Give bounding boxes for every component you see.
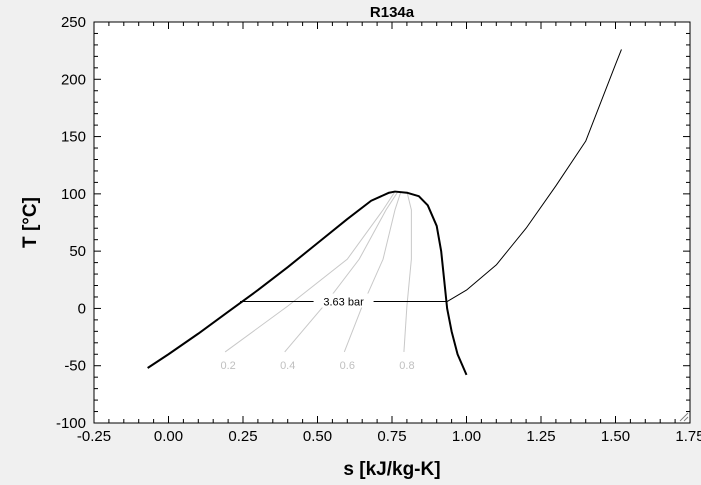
axis-ticks [93,21,691,424]
isobar-line [240,49,622,303]
quality-label: 0.6 [340,360,355,372]
y-tick-label: 100 [61,186,86,203]
quality-label: 0.4 [280,360,295,372]
y-tick-label: -50 [64,358,86,375]
x-tick-label: 0.75 [377,428,406,445]
x-tick-label: 0.50 [303,428,332,445]
resize-grip-icon[interactable] [679,412,689,422]
x-tick-label: 1.50 [601,428,630,445]
chart-title: R134a [370,4,415,21]
quality-label: 0.8 [399,360,414,372]
y-axis-title: T [°C] [20,197,41,248]
x-tick-label: 1.00 [452,428,481,445]
quality-line-0.8 [403,191,412,352]
grip-stroke [683,416,689,422]
y-tick-label: 50 [69,243,86,260]
grip-stroke [679,412,689,422]
quality-line-0.4 [284,191,399,353]
y-tick-label: 0 [78,300,86,317]
isobar-label-bg [313,293,374,308]
isobar-label: 3.63 bar [323,297,364,309]
series-lines [147,49,622,376]
quality-lines [224,191,412,353]
x-axis-title: s [kJ/kg-K] [343,459,440,480]
quality-label: 0.2 [220,360,235,372]
isobar-label-group: 3.63 bar [313,293,374,309]
x-tick-label: 1.25 [526,428,555,445]
y-tick-label: 250 [61,14,86,31]
x-tick-label: -0.25 [77,428,111,445]
quality-line-0.6 [343,191,402,353]
axis-tick-labels: -0.25 0.00 0.25 0.50 0.75 1.00 1.25 1.50 1.75 -10… [56,14,701,445]
y-tick-label: 150 [61,129,86,146]
y-tick-label: 200 [61,71,86,88]
quality-line-0.2 [224,191,396,353]
saturation-dome-line [147,190,468,376]
x-tick-label: 1.75 [675,428,701,445]
x-tick-label: 0.00 [154,428,183,445]
x-tick-label: 0.25 [228,428,257,445]
quality-labels: 0.2 0.4 0.6 0.8 [220,360,414,372]
y-tick-label: -100 [56,415,86,432]
